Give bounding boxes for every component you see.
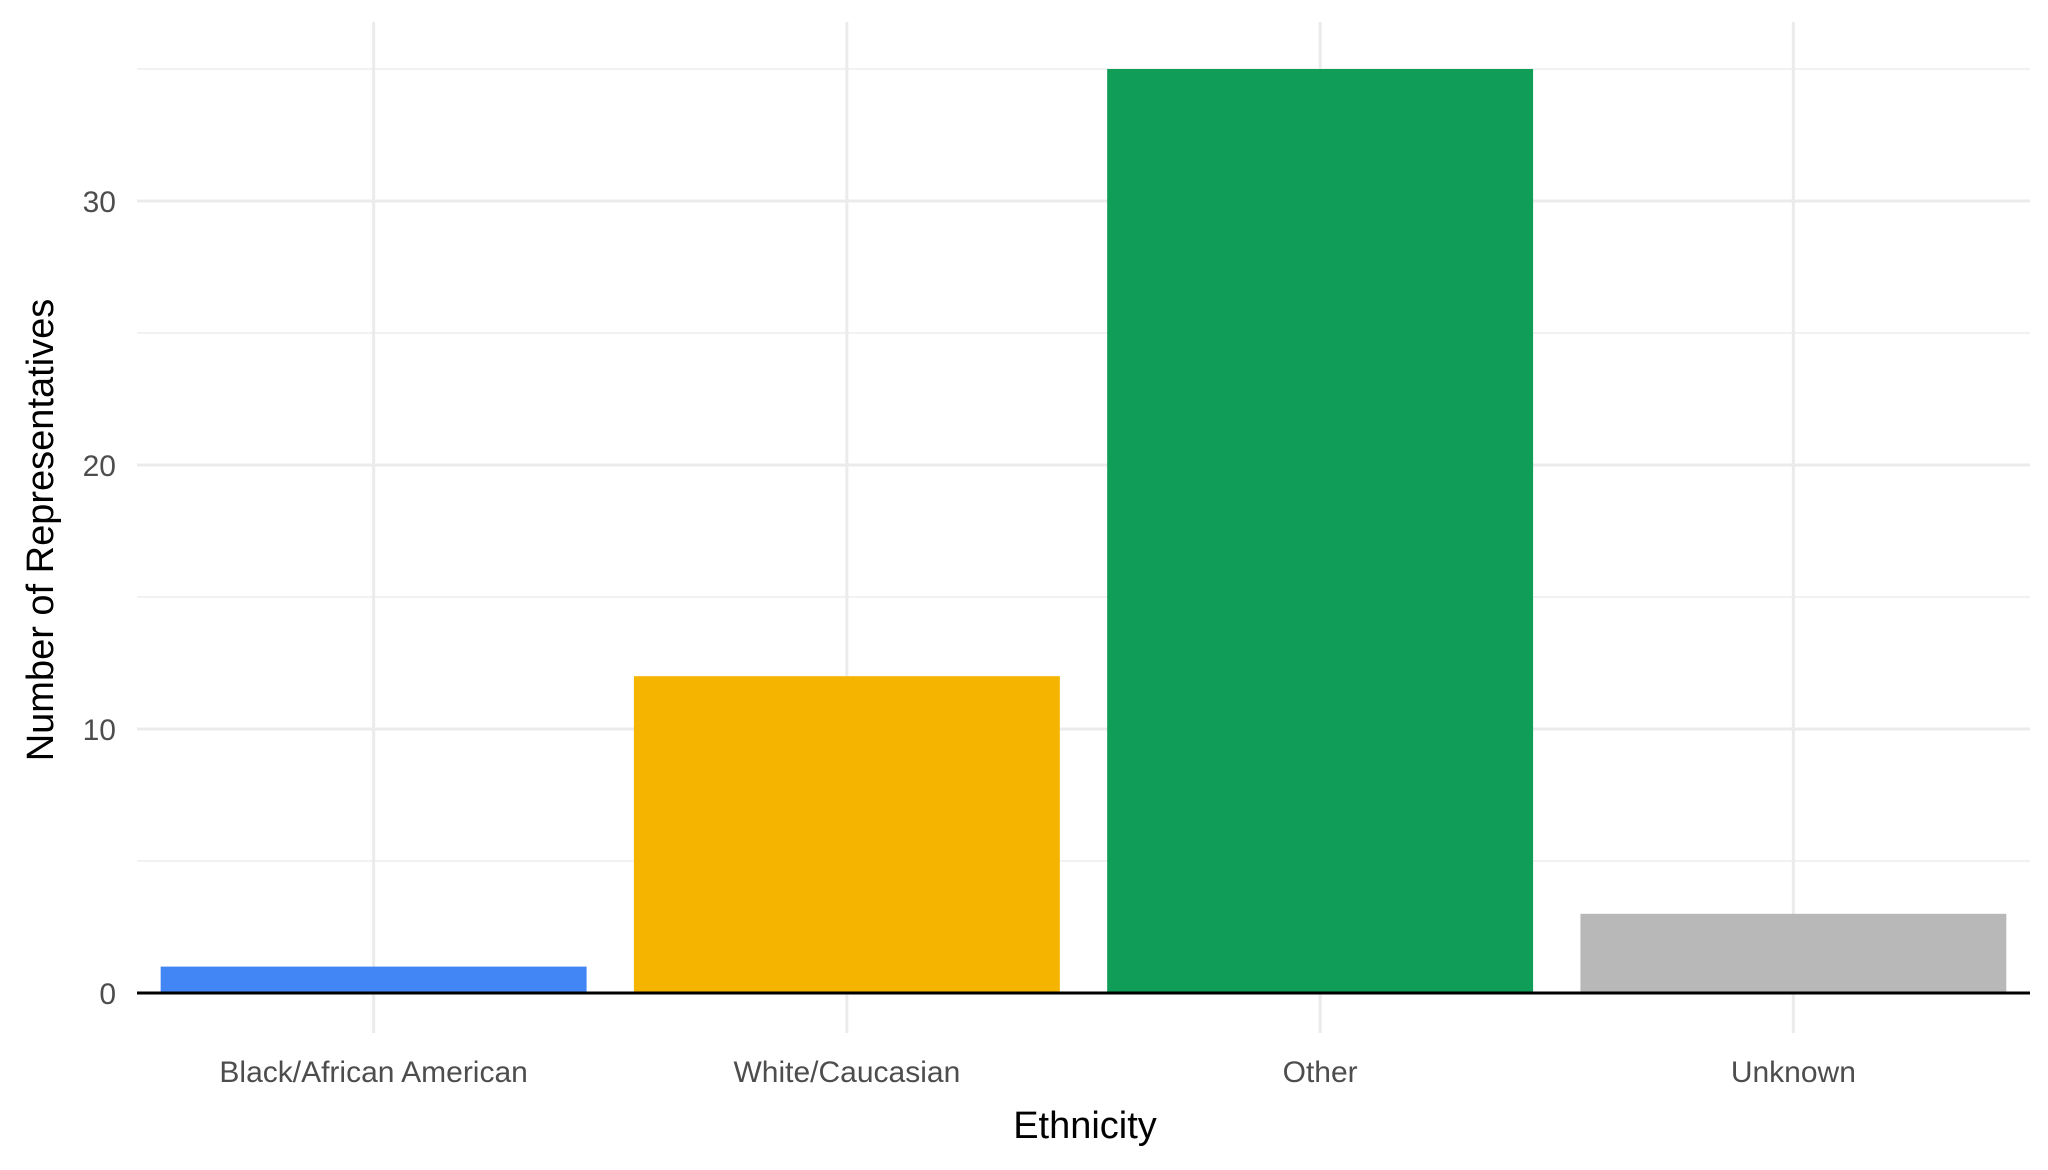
bar-2 [1107,69,1534,993]
bars [160,69,2007,993]
y-tick-labels: 0 10 20 30 [83,186,116,1011]
x-tick-labels: Black/African American White/Caucasian Oth… [219,1056,1856,1089]
x-tick-label: Black/African American [219,1056,527,1089]
grid-lines [137,22,2030,1033]
y-tick-label: 10 [83,714,116,747]
bar-3 [1580,913,2007,993]
y-tick-label: 30 [83,186,116,219]
x-axis-title: Ethnicity [1013,1105,1157,1147]
y-tick-label: 0 [99,978,116,1011]
y-tick-label: 20 [83,450,116,483]
x-tick-label: Other [1283,1056,1358,1089]
bar-1 [633,676,1060,993]
x-tick-label: Unknown [1731,1056,1856,1089]
bar-0 [160,966,587,993]
y-axis-title: Number of Representatives [20,299,62,762]
x-tick-label: White/Caucasian [733,1056,960,1089]
